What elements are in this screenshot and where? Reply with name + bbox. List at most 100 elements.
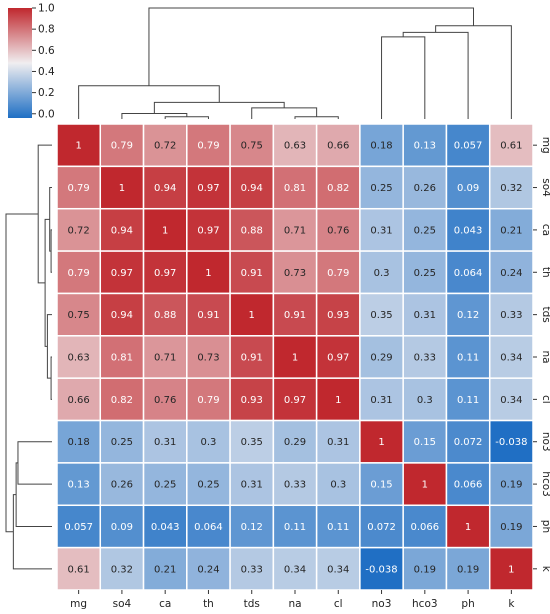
cell-value-label: 0.3 bbox=[201, 437, 217, 448]
cell-value-label: 0.31 bbox=[414, 310, 436, 321]
cell-value-label: 0.31 bbox=[327, 437, 349, 448]
y-tick-label: ph bbox=[540, 520, 550, 533]
y-tick-label: na bbox=[540, 350, 550, 363]
cell-value-label: 0.82 bbox=[327, 183, 349, 194]
column-dendrogram-link bbox=[435, 25, 512, 119]
cell-value-label: 0.12 bbox=[241, 522, 263, 533]
cell-value-label: 0.71 bbox=[154, 353, 176, 364]
x-tick-label: ph bbox=[461, 598, 474, 610]
cell-value-label: 0.31 bbox=[241, 480, 263, 491]
heatmap-cell bbox=[272, 546, 318, 591]
heatmap-cell bbox=[142, 462, 188, 507]
colorbar-gradient bbox=[8, 8, 32, 118]
heatmap-cell bbox=[56, 504, 102, 549]
heatmap-cell bbox=[186, 462, 231, 507]
row-dendrogram-link bbox=[12, 494, 52, 570]
cell-value-label: 0.35 bbox=[241, 437, 263, 448]
y-tick-label: so4 bbox=[540, 178, 550, 197]
colorbar-tick-label: 0.8 bbox=[38, 24, 55, 36]
row-dendrogram-link bbox=[50, 229, 52, 273]
cell-value-label: 0.93 bbox=[327, 310, 349, 321]
cell-value-label: 0.19 bbox=[457, 564, 479, 575]
cell-value-label: 1 bbox=[465, 522, 471, 533]
cell-value-label: 0.82 bbox=[111, 395, 133, 406]
cell-value-label: 0.63 bbox=[284, 141, 306, 152]
cell-value-label: 0.12 bbox=[457, 310, 479, 321]
cell-value-label: 0.26 bbox=[111, 480, 133, 491]
cell-value-label: 0.61 bbox=[500, 141, 522, 152]
heatmap-cell bbox=[142, 546, 188, 591]
cell-value-label: 0.81 bbox=[111, 353, 133, 364]
cell-value-label: 0.3 bbox=[330, 480, 346, 491]
heatmap-cell bbox=[229, 335, 275, 379]
colorbar-tick-label: 0.2 bbox=[38, 87, 55, 99]
cell-value-label: 0.79 bbox=[68, 183, 90, 194]
heatmap-cell bbox=[488, 123, 534, 168]
cell-value-label: 0.25 bbox=[197, 480, 219, 491]
cell-value-label: 1 bbox=[508, 564, 514, 575]
cell-value-label: 0.13 bbox=[414, 141, 436, 152]
x-tick-label: na bbox=[288, 598, 301, 610]
heatmap-cell bbox=[56, 292, 102, 337]
heatmap-cell bbox=[402, 462, 448, 507]
heatmap-cell bbox=[272, 123, 318, 168]
cell-value-label: 1 bbox=[422, 480, 428, 491]
cell-value-label: 0.25 bbox=[111, 437, 133, 448]
y-tick-labels: mg so4 ca th tds na cl no3 hco3 ph k bbox=[533, 137, 550, 573]
cell-value-label: 0.79 bbox=[68, 268, 90, 279]
cell-value-label: 0.76 bbox=[154, 395, 176, 406]
x-tick-label: cl bbox=[334, 598, 343, 610]
heatmap-cell bbox=[359, 546, 404, 591]
heatmap-cell bbox=[142, 207, 188, 252]
colorbar-tick-label: 0.4 bbox=[38, 66, 55, 78]
cell-value-label: 0.94 bbox=[111, 310, 133, 321]
heatmap-cell bbox=[272, 292, 318, 337]
cell-value-label: 0.71 bbox=[284, 225, 306, 236]
cell-value-label: 0.34 bbox=[327, 564, 349, 575]
cell-value-label: 0.97 bbox=[154, 268, 176, 279]
cell-value-label: 0.18 bbox=[370, 141, 392, 152]
cell-value-label: 0.11 bbox=[327, 522, 349, 533]
cell-value-label: 0.26 bbox=[414, 183, 436, 194]
heatmap-cell bbox=[359, 377, 404, 422]
heatmap-cell bbox=[402, 207, 448, 252]
cell-value-label: 0.94 bbox=[241, 183, 263, 194]
cell-value-label: 0.072 bbox=[454, 437, 483, 448]
cell-value-label: 0.15 bbox=[414, 437, 436, 448]
heatmap-cell bbox=[488, 546, 534, 591]
heatmap-cell bbox=[186, 546, 231, 591]
cell-value-label: 0.11 bbox=[457, 395, 479, 406]
cell-value-label: 0.33 bbox=[284, 480, 306, 491]
column-dendrogram-link bbox=[164, 116, 209, 119]
heatmap-cell bbox=[272, 462, 318, 507]
cell-value-label: 0.3 bbox=[417, 395, 433, 406]
cell-value-label: 0.72 bbox=[68, 225, 90, 236]
cell-value-label: 1 bbox=[162, 225, 168, 236]
cell-value-label: 0.057 bbox=[454, 141, 483, 152]
cell-value-label: 0.25 bbox=[414, 225, 436, 236]
cell-value-label: 0.18 bbox=[68, 437, 90, 448]
x-tick-label: no3 bbox=[372, 598, 392, 610]
cell-value-label: 0.79 bbox=[327, 268, 349, 279]
y-tick-label: ca bbox=[540, 224, 550, 236]
cell-value-label: 0.75 bbox=[68, 310, 90, 321]
y-tick-label: tds bbox=[540, 307, 550, 323]
heatmap-cell bbox=[488, 377, 534, 422]
x-tick-label: ca bbox=[159, 598, 171, 610]
cell-value-label: 0.25 bbox=[414, 268, 436, 279]
cell-value-label: 0.31 bbox=[154, 437, 176, 448]
cell-value-label: 0.76 bbox=[327, 225, 349, 236]
cell-value-label: 0.66 bbox=[68, 395, 90, 406]
x-tick-label: so4 bbox=[113, 598, 132, 610]
x-tick-label: mg bbox=[70, 598, 87, 610]
cell-value-label: 0.064 bbox=[454, 268, 483, 279]
cell-value-label: 0.3 bbox=[374, 268, 390, 279]
cell-value-label: 0.91 bbox=[284, 310, 306, 321]
heatmap-cell bbox=[186, 377, 231, 422]
cell-value-label: 0.19 bbox=[500, 522, 522, 533]
cell-value-label: 0.15 bbox=[370, 480, 392, 491]
heatmap-cell bbox=[315, 207, 361, 252]
heatmap-cell bbox=[445, 165, 491, 210]
row-dendrogram-link bbox=[15, 462, 52, 527]
cell-value-label: 0.73 bbox=[284, 268, 306, 279]
